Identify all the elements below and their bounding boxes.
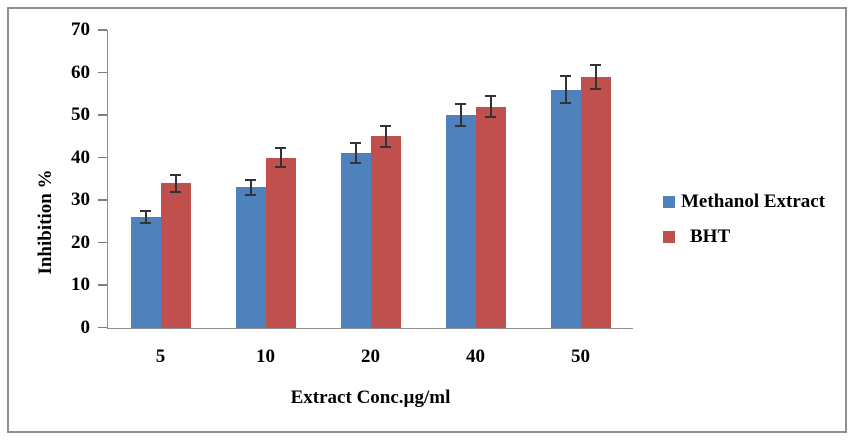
y-axis-tick xyxy=(98,29,107,31)
legend: Methanol Extract BHT xyxy=(663,190,825,260)
y-axis-line xyxy=(106,30,108,329)
error-bar-cap-top xyxy=(275,146,286,149)
error-bar-cap-bottom xyxy=(560,102,571,105)
y-axis-tick xyxy=(98,114,107,116)
error-bar-cap-bottom xyxy=(140,222,151,225)
y-axis-tick xyxy=(98,156,107,159)
y-axis-tick-label: 10 xyxy=(71,274,90,295)
error-bar-cap-bottom xyxy=(245,193,256,196)
x-axis-tick-label: 20 xyxy=(361,346,380,367)
legend-item-methanol-extract: Methanol Extract xyxy=(663,190,825,214)
bar-methanol-extract-40 xyxy=(445,115,476,328)
bar-bht-5 xyxy=(160,183,191,328)
error-bar-cap-bottom xyxy=(590,87,601,90)
y-axis-tick xyxy=(98,284,107,286)
error-bar-line xyxy=(564,75,567,104)
x-axis-title: Extract Conc.µg/ml xyxy=(290,387,451,408)
x-axis-tick-label: 50 xyxy=(571,346,590,367)
error-bar-cap-bottom xyxy=(455,124,466,127)
x-axis-line xyxy=(106,327,633,329)
y-axis-tick xyxy=(98,199,107,201)
error-bar-cap-top xyxy=(590,63,601,66)
error-bar-cap-bottom xyxy=(350,162,361,165)
y-axis-tick-label: 0 xyxy=(80,316,91,338)
error-bar-cap-top xyxy=(380,124,391,127)
error-bar-cap-bottom xyxy=(380,145,391,148)
error-bar-cap-top xyxy=(560,74,571,77)
error-bar-line xyxy=(249,179,252,195)
error-bar-line xyxy=(279,147,282,168)
error-bar-cap-bottom xyxy=(170,190,181,193)
error-bar-cap-bottom xyxy=(275,166,286,169)
error-bar-line xyxy=(174,174,177,192)
error-bar-cap-bottom xyxy=(485,116,496,119)
y-axis-tick-label: 50 xyxy=(71,104,90,125)
y-axis-tick-label: 20 xyxy=(71,231,90,253)
legend-swatch xyxy=(663,196,675,208)
y-axis-tick xyxy=(98,241,107,244)
legend-item-bht: BHT xyxy=(663,225,825,249)
error-bar-cap-top xyxy=(140,209,151,212)
error-bar-line xyxy=(594,64,597,89)
error-bar-line xyxy=(354,143,357,164)
y-axis-tick-label: 60 xyxy=(71,61,90,83)
error-bar-cap-top xyxy=(485,94,496,97)
bar-methanol-extract-20 xyxy=(340,153,371,328)
y-axis-tick xyxy=(98,326,107,329)
legend-label: BHT xyxy=(690,226,731,247)
x-axis-tick-label: 5 xyxy=(155,346,166,367)
bar-bht-50 xyxy=(580,76,611,328)
bar-methanol-extract-5 xyxy=(130,217,161,328)
legend-label: Methanol Extract xyxy=(681,191,826,212)
bar-methanol-extract-10 xyxy=(235,187,266,328)
y-axis-title: Inhibition % xyxy=(35,169,56,275)
y-axis-tick-label: 30 xyxy=(71,189,90,210)
bar-bht-20 xyxy=(370,136,401,328)
y-axis-tick xyxy=(98,71,107,74)
error-bar-cap-top xyxy=(245,178,256,181)
error-bar-line xyxy=(144,210,147,224)
bar-bht-40 xyxy=(475,106,506,328)
error-bar-cap-top xyxy=(170,173,181,176)
x-axis-tick-label: 40 xyxy=(466,346,485,367)
bar-bht-10 xyxy=(265,157,296,328)
error-bar-cap-top xyxy=(455,103,466,106)
error-bar-line xyxy=(384,125,387,147)
error-bar-line xyxy=(459,104,462,126)
x-axis-tick-label: 10 xyxy=(256,346,275,367)
error-bar-line xyxy=(489,95,492,118)
error-bar-cap-top xyxy=(350,142,361,145)
bar-methanol-extract-50 xyxy=(550,89,581,328)
y-axis-tick-label: 40 xyxy=(71,146,90,168)
legend-swatch xyxy=(663,231,675,243)
y-axis-tick-label: 70 xyxy=(71,19,90,40)
